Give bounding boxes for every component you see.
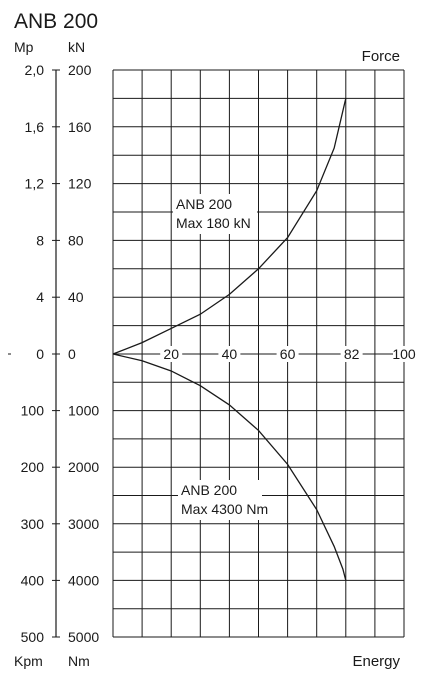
y-tick-label-mp: 1,2 bbox=[25, 176, 45, 192]
y-tick-label-kn: 0 bbox=[68, 346, 76, 362]
y-tick-label-mp: 2,0 bbox=[25, 62, 45, 78]
top-right-unit-label: kN bbox=[68, 39, 85, 55]
force-label: Force bbox=[362, 48, 400, 65]
y-tick-label-kpm: 500 bbox=[21, 629, 45, 645]
y-tick-label-kn: 80 bbox=[68, 232, 84, 248]
force-annotation-line: ANB 200 bbox=[176, 196, 232, 212]
y-tick-label-mp: 0 bbox=[36, 346, 44, 362]
y-tick-label-kn: 160 bbox=[68, 119, 92, 135]
y-tick-label-nm: 3000 bbox=[68, 516, 99, 532]
x-tick-label-bg bbox=[276, 346, 299, 362]
force-annotation-line: Max 180 kN bbox=[176, 215, 251, 231]
y-tick-label-kpm: 100 bbox=[21, 403, 45, 419]
energy-annotation-bg bbox=[178, 480, 262, 520]
chart-title: ANB 200 bbox=[14, 10, 98, 33]
force-curve bbox=[112, 98, 347, 355]
y-tick-label-kn: 40 bbox=[68, 289, 84, 305]
y-tick-label-nm: 5000 bbox=[68, 629, 99, 645]
x-tick-label: 40 bbox=[222, 346, 238, 362]
y-tick-label-nm: 2000 bbox=[68, 459, 99, 475]
y-tick-label-nm: 4000 bbox=[68, 572, 99, 588]
y-tick-label-mp: 4 bbox=[36, 289, 44, 305]
force-annotation-bg bbox=[173, 194, 257, 234]
x-tick-label-bg bbox=[393, 346, 415, 362]
y-tick-label-kpm: 200 bbox=[21, 459, 45, 475]
energy-label: Energy bbox=[352, 653, 400, 670]
y-tick-label-kpm: 300 bbox=[21, 516, 45, 532]
x-tick-label: 20 bbox=[163, 346, 179, 362]
y-tick-label-nm: 1000 bbox=[68, 403, 99, 419]
x-tick-label: 100 bbox=[392, 346, 416, 362]
y-tick-label-mp: 8 bbox=[36, 232, 44, 248]
bottom-left-unit-label: Kpm bbox=[14, 653, 43, 669]
x-tick-label-bg bbox=[340, 346, 363, 362]
top-left-unit-label: Mp bbox=[14, 39, 34, 55]
energy-annotation-line: Max 4300 Nm bbox=[181, 501, 268, 517]
x-tick-label: 82 bbox=[344, 346, 360, 362]
energy-annotation-line: ANB 200 bbox=[181, 482, 237, 498]
y-tick-label-kn: 200 bbox=[68, 62, 92, 78]
y-tick-label-kpm: 400 bbox=[21, 572, 45, 588]
x-tick-label: 60 bbox=[280, 346, 296, 362]
x-tick-label-bg bbox=[218, 346, 241, 362]
energy-curve bbox=[112, 353, 347, 581]
x-tick-label-bg bbox=[160, 346, 183, 362]
y-tick-label-mp: 1,6 bbox=[25, 119, 45, 135]
bottom-right-unit-label: Nm bbox=[68, 653, 90, 669]
y-tick-label-kn: 120 bbox=[68, 176, 92, 192]
